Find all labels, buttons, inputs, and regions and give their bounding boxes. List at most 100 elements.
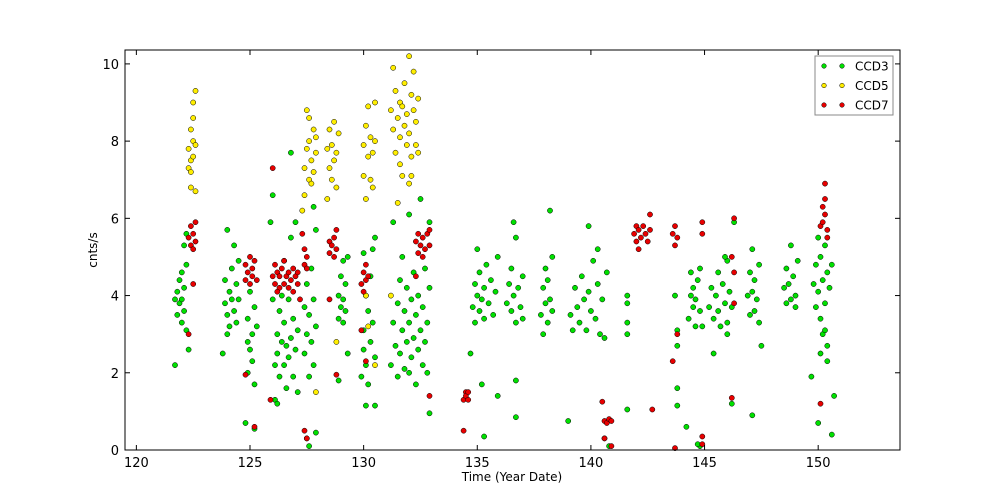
point-ccd3 (513, 234, 519, 241)
point-ccd3 (394, 373, 401, 380)
point-ccd3 (813, 261, 819, 268)
point-ccd3 (281, 362, 287, 368)
point-ccd3 (715, 308, 722, 314)
point-ccd5 (310, 169, 317, 175)
point-ccd5 (335, 130, 342, 137)
point-ccd5 (408, 91, 415, 98)
point-ccd7 (253, 277, 260, 283)
point-ccd3 (372, 354, 378, 361)
point-ccd5 (369, 184, 376, 191)
point-ccd3 (274, 350, 281, 357)
point-ccd3 (690, 284, 697, 291)
point-ccd3 (267, 219, 274, 226)
point-ccd3 (540, 331, 547, 338)
point-ccd3 (365, 308, 372, 314)
point-ccd7 (608, 418, 615, 424)
point-ccd3 (485, 300, 492, 307)
y-tick-label: 8 (111, 135, 119, 150)
point-ccd7 (299, 230, 306, 237)
point-ccd3 (303, 331, 310, 338)
point-ccd3 (624, 300, 631, 307)
point-ccd3 (251, 304, 258, 310)
point-ccd3 (549, 254, 556, 260)
point-ccd3 (228, 296, 235, 303)
point-ccd3 (756, 261, 762, 268)
point-ccd3 (424, 319, 431, 326)
point-ccd7 (301, 427, 308, 434)
legend-label: CCD5 (855, 79, 889, 93)
point-ccd3 (819, 277, 826, 283)
point-ccd7 (242, 371, 249, 378)
point-ccd7 (303, 254, 310, 260)
point-ccd3 (274, 331, 281, 338)
point-ccd3 (590, 257, 597, 264)
point-ccd3 (303, 281, 310, 287)
point-ccd3 (178, 296, 185, 303)
point-ccd3 (817, 315, 824, 322)
point-ccd7 (360, 288, 367, 295)
point-ccd5 (367, 134, 374, 141)
point-ccd3 (397, 277, 403, 283)
point-ccd7 (415, 230, 422, 237)
point-ccd7 (301, 246, 308, 253)
point-ccd5 (367, 176, 374, 183)
point-ccd3 (749, 288, 756, 295)
point-ccd5 (190, 115, 197, 121)
point-ccd3 (722, 254, 728, 260)
point-ccd3 (290, 315, 297, 322)
point-ccd7 (640, 223, 647, 229)
point-ccd3 (426, 410, 433, 417)
point-ccd3 (310, 362, 317, 368)
point-ccd3 (417, 327, 424, 334)
point-ccd7 (460, 427, 467, 434)
point-ccd3 (408, 354, 415, 361)
point-ccd5 (360, 142, 367, 148)
point-ccd3 (233, 319, 240, 326)
point-ccd3 (292, 346, 299, 353)
point-ccd3 (285, 354, 292, 361)
point-ccd3 (478, 381, 485, 388)
point-ccd3 (513, 377, 519, 384)
point-ccd3 (472, 319, 478, 326)
point-ccd3 (692, 323, 699, 330)
point-ccd3 (408, 296, 415, 303)
point-ccd3 (306, 312, 312, 318)
point-ccd3 (692, 296, 699, 303)
point-ccd3 (174, 288, 181, 295)
point-ccd3 (783, 265, 790, 272)
point-ccd5 (392, 88, 399, 94)
point-ccd3 (278, 339, 285, 345)
point-ccd7 (669, 230, 676, 237)
point-ccd3 (253, 323, 260, 330)
point-ccd3 (419, 304, 426, 310)
point-ccd5 (410, 107, 417, 114)
point-ccd3 (828, 431, 835, 438)
point-ccd7 (272, 281, 278, 287)
point-ccd3 (338, 273, 344, 280)
point-ccd3 (344, 350, 351, 357)
point-ccd3 (792, 292, 799, 299)
legend-box (814, 55, 894, 116)
point-ccd3 (578, 273, 585, 280)
legend-marker (821, 102, 827, 108)
point-ccd3 (342, 281, 349, 287)
point-ccd3 (815, 288, 822, 295)
legend: CCD3 CCD5 CCD7 (814, 55, 894, 116)
x-tick-label: 120 (124, 456, 149, 471)
point-ccd7 (294, 269, 301, 276)
point-ccd7 (249, 265, 256, 272)
point-ccd7 (281, 281, 287, 287)
point-ccd3 (288, 335, 294, 341)
x-axis-label: Time (Year Date) (461, 470, 562, 484)
point-ccd3 (406, 319, 412, 326)
point-ccd3 (674, 342, 681, 349)
point-ccd3 (422, 265, 428, 272)
point-ccd7 (465, 389, 472, 395)
point-ccd5 (390, 126, 397, 133)
point-ccd3 (249, 331, 256, 338)
point-ccd3 (474, 246, 481, 253)
point-ccd3 (342, 308, 349, 314)
point-ccd3 (747, 269, 753, 276)
point-ccd7 (426, 393, 433, 399)
